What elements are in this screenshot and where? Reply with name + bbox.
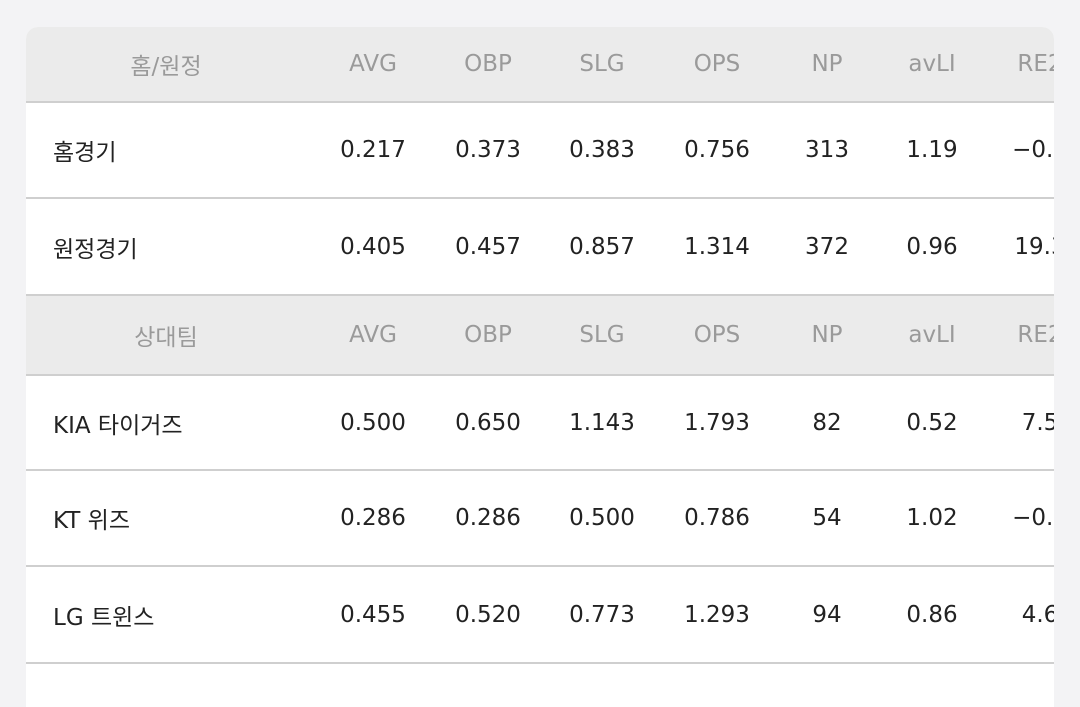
header-row: 홈/원정 AVG OBP SLG OPS NP avLI RE2 xyxy=(26,27,1054,103)
value-cell: −0.6 xyxy=(1012,137,1054,163)
value-cell: 54 xyxy=(812,505,842,531)
value-cell: 0.773 xyxy=(569,601,635,628)
value-cell: 0.786 xyxy=(684,505,750,531)
value-cell: 82 xyxy=(812,409,842,436)
value-cell: 1.793 xyxy=(684,409,750,436)
header-cell: 상대팀 xyxy=(134,325,198,351)
value-cell: 0.52 xyxy=(906,409,958,436)
page: 홈/원정 AVG OBP SLG OPS NP avLI RE2 홈경기 0.217 0.373 0.… xyxy=(26,27,1054,707)
value-cell: 372 xyxy=(805,233,849,260)
header-cell: AVG xyxy=(349,322,397,348)
value-cell: −0.5 xyxy=(1012,505,1054,531)
value-cell: 1.19 xyxy=(906,137,958,163)
header-cell: NP xyxy=(811,51,843,77)
row-label: 원정경기 xyxy=(53,236,138,263)
value-cell: 1.02 xyxy=(906,505,958,531)
row-label: KIA 타이거즈 xyxy=(53,412,183,439)
header-cell: AVG xyxy=(349,51,397,77)
header-cell: avLI xyxy=(908,51,956,77)
value-cell: 1.314 xyxy=(684,233,750,260)
data-row xyxy=(26,664,1054,707)
data-row: KT 위즈 0.286 0.286 0.500 0.786 54 1.02 −0.5 xyxy=(26,471,1054,567)
value-cell: 94 xyxy=(812,601,842,628)
value-cell: 313 xyxy=(805,137,849,163)
value-cell: 1.293 xyxy=(684,601,750,628)
value-cell: 0.86 xyxy=(906,601,958,628)
value-cell: 0.373 xyxy=(455,137,521,163)
value-cell: 4.6 xyxy=(1021,601,1054,628)
value-cell: 1.143 xyxy=(569,409,635,436)
value-cell: 0.217 xyxy=(340,137,406,163)
stats-table: 홈/원정 AVG OBP SLG OPS NP avLI RE2 홈경기 0.217 0.373 0.… xyxy=(26,27,1054,707)
value-cell: 0.96 xyxy=(906,233,958,260)
header-cell: OBP xyxy=(464,51,512,77)
header-cell: SLG xyxy=(579,51,625,77)
value-cell: 0.650 xyxy=(455,409,521,436)
header-cell: RE2 xyxy=(1017,51,1054,77)
data-row: 홈경기 0.217 0.373 0.383 0.756 313 1.19 −0.6 xyxy=(26,103,1054,199)
header-cell: OBP xyxy=(464,322,512,348)
value-cell: 0.455 xyxy=(340,601,406,628)
row-label: LG 트윈스 xyxy=(53,604,155,631)
header-cell: 홈/원정 xyxy=(130,54,202,80)
value-cell: 0.500 xyxy=(340,409,406,436)
data-row: 원정경기 0.405 0.457 0.857 1.314 372 0.96 19.3 xyxy=(26,199,1054,296)
header-row: 상대팀 AVG OBP SLG OPS NP avLI RE2 xyxy=(26,296,1054,376)
header-cell: OPS xyxy=(693,322,741,348)
value-cell: 0.286 xyxy=(340,505,406,531)
value-cell: 0.457 xyxy=(455,233,521,260)
value-cell: 0.756 xyxy=(684,137,750,163)
row-label: KT 위즈 xyxy=(53,508,130,534)
value-cell: 0.520 xyxy=(455,601,521,628)
row-label: 홈경기 xyxy=(53,140,117,166)
header-cell: SLG xyxy=(579,322,625,348)
value-cell: 7.5 xyxy=(1021,409,1054,436)
value-cell: 19.3 xyxy=(1014,233,1054,260)
header-cell: avLI xyxy=(908,322,956,348)
data-row: KIA 타이거즈 0.500 0.650 1.143 1.793 82 0.52 7.5 xyxy=(26,376,1054,471)
value-cell: 0.857 xyxy=(569,233,635,260)
value-cell: 0.405 xyxy=(340,233,406,260)
data-row: LG 트윈스 0.455 0.520 0.773 1.293 94 0.86 4.6 xyxy=(26,567,1054,664)
value-cell: 0.500 xyxy=(569,505,635,531)
header-cell: NP xyxy=(811,322,843,348)
header-cell: OPS xyxy=(693,51,741,77)
value-cell: 0.383 xyxy=(569,137,635,163)
value-cell: 0.286 xyxy=(455,505,521,531)
header-cell: RE2 xyxy=(1017,322,1054,348)
